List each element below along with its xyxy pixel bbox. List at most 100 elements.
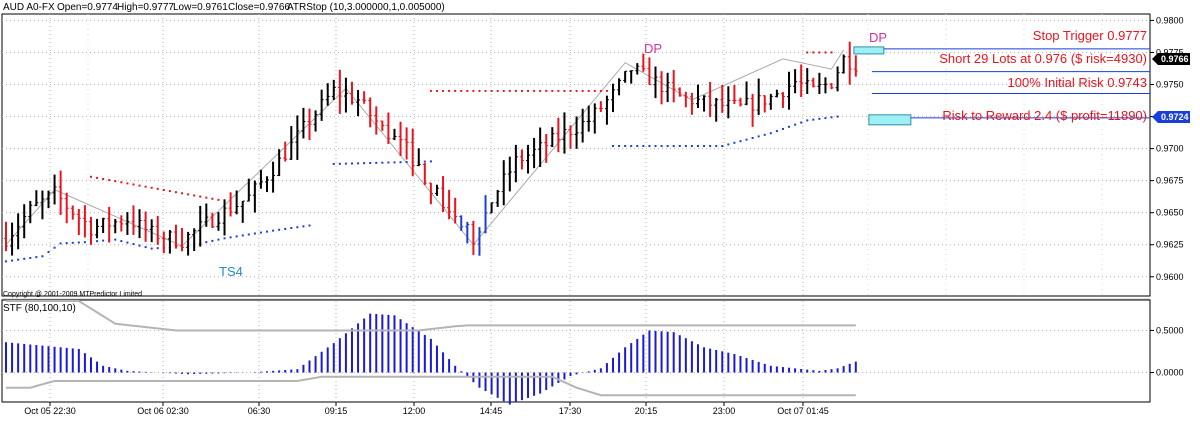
atr-stop-dot-red: [545, 89, 548, 92]
ohlc-bar: [331, 79, 336, 100]
atr-stop-dot-blue: [284, 227, 287, 230]
ohlc-bar: [70, 205, 75, 220]
time-tick-label: 09:15: [325, 406, 348, 416]
ohlc-bar: [526, 144, 531, 174]
atr-stop-dot-blue: [769, 132, 772, 135]
atr-stop-dot-red: [472, 89, 475, 92]
ohlc-bar: [738, 97, 743, 107]
ohlc-bar: [204, 203, 209, 227]
atr-stop-dot-red: [514, 89, 517, 92]
atr-stop-dot-red: [156, 187, 159, 190]
price-tick-label: 0.9625: [1156, 240, 1184, 250]
atr-stop-dot-blue: [709, 145, 712, 148]
ohlc-bar: [702, 95, 707, 112]
ohlc-bar: [817, 72, 822, 94]
ohlc-bar: [538, 127, 543, 167]
time-tick-label: Oct 05 22:30: [24, 406, 76, 416]
dp-label-second: DP: [869, 30, 887, 45]
ohlc-bar: [598, 101, 603, 112]
ohlc-bar: [756, 78, 761, 115]
atr-stop-dot-blue: [138, 244, 141, 247]
open-value: Open=0.9774: [57, 2, 118, 13]
atr-stop-dot-blue: [375, 161, 378, 164]
ohlc-bar: [252, 180, 257, 213]
atr-stop-dot-blue: [727, 143, 730, 146]
stf-upper-line: [6, 300, 856, 332]
atr-stop-dot-red: [478, 89, 481, 92]
ohlc-bar: [167, 230, 172, 254]
atr-stop-dot-blue: [302, 225, 305, 228]
ohlc-bar: [580, 108, 585, 143]
ohlc-bar: [695, 84, 700, 109]
ohlc-bar: [113, 218, 118, 234]
ohlc-bar: [216, 212, 221, 231]
high-value: High=0.9777: [117, 2, 174, 13]
lower-panel-title: STF (80,100,10): [3, 303, 76, 314]
initial-risk-label: 100% Initial Risk 0.9743: [1008, 75, 1147, 90]
atr-stop-dot-blue: [630, 145, 633, 148]
atr-stop-dot-red: [527, 89, 530, 92]
time-tick-label: 06:30: [248, 406, 271, 416]
atr-stop-dot-blue: [788, 125, 791, 128]
ohlc-bar: [635, 63, 640, 75]
ohlc-bar: [258, 169, 263, 189]
atr-stop-dot-red: [533, 89, 536, 92]
svg-text:0.9766: 0.9766: [1161, 54, 1189, 64]
ohlc-bar: [392, 128, 397, 141]
atr-stop-dot-red: [557, 89, 560, 92]
atr-stop-dot-blue: [47, 250, 50, 253]
atr-stop-dot-red: [508, 89, 511, 92]
atr-stop-dot-red: [593, 89, 596, 92]
ohlc-bar: [362, 91, 367, 104]
atr-stop-dot-blue: [387, 161, 390, 164]
ohlc-bar: [295, 115, 300, 160]
atr-stop-dot-red: [435, 89, 438, 92]
atr-stop-dot-blue: [241, 234, 244, 237]
ohlc-bar: [76, 209, 81, 236]
ohlc-bar: [532, 137, 537, 169]
ohlc-bar: [641, 53, 646, 72]
atr-stop-dot-blue: [5, 260, 7, 263]
ohlc-bar: [234, 190, 239, 215]
ohlc-bar: [720, 85, 725, 113]
ohlc-bar: [465, 221, 470, 244]
atr-stop-dot-blue: [800, 121, 803, 124]
atr-stop-dot-blue: [684, 145, 687, 148]
ohlc-bar: [507, 156, 512, 192]
ohlc-bar: [544, 133, 549, 163]
atr-stop-dot-blue: [217, 238, 220, 241]
ohlc-bar: [319, 89, 324, 121]
atr-stop-dot-blue: [399, 161, 402, 164]
ohlc-bar: [623, 70, 628, 83]
ohlc-bar: [483, 195, 488, 234]
ohlc-bar: [513, 144, 518, 183]
price-tick-label: 0.9800: [1156, 15, 1184, 25]
svg-text:0.9724: 0.9724: [1161, 112, 1189, 122]
ohlc-bar: [34, 190, 39, 207]
ohlc-bar: [611, 83, 615, 113]
atr-stop-dot-blue: [132, 243, 135, 246]
atr-stop-dot-blue: [96, 240, 99, 243]
atr-stop-dot-red: [806, 51, 809, 54]
ohlc-bar: [343, 77, 348, 113]
chart-grid: [1, 13, 1151, 403]
ohlc-bar: [52, 174, 57, 205]
atr-stop-dot-blue: [35, 256, 38, 259]
target-price-tag: 0.9724: [1152, 111, 1190, 123]
ohlc-bar: [155, 215, 160, 245]
price-tick-label: 0.9650: [1156, 208, 1184, 218]
atr-stop-dot-blue: [721, 145, 724, 148]
ohlc-bar: [277, 149, 282, 177]
ohlc-bar: [271, 161, 276, 193]
ohlc-bar: [180, 227, 185, 252]
atr-stop-dot-blue: [344, 162, 347, 165]
atr-stop-dot-red: [605, 89, 608, 92]
ohlc-bar: [823, 77, 828, 94]
price-tick-label: 0.9775: [1156, 47, 1184, 57]
atr-stop-dot-blue: [806, 119, 809, 122]
ohlc-bar: [368, 97, 373, 128]
atr-stop-dot-red: [217, 198, 220, 201]
atr-stop-dot-blue: [739, 140, 742, 143]
ohlc-bar: [398, 121, 403, 157]
osc-tick-label: 0.5000: [1156, 325, 1184, 335]
